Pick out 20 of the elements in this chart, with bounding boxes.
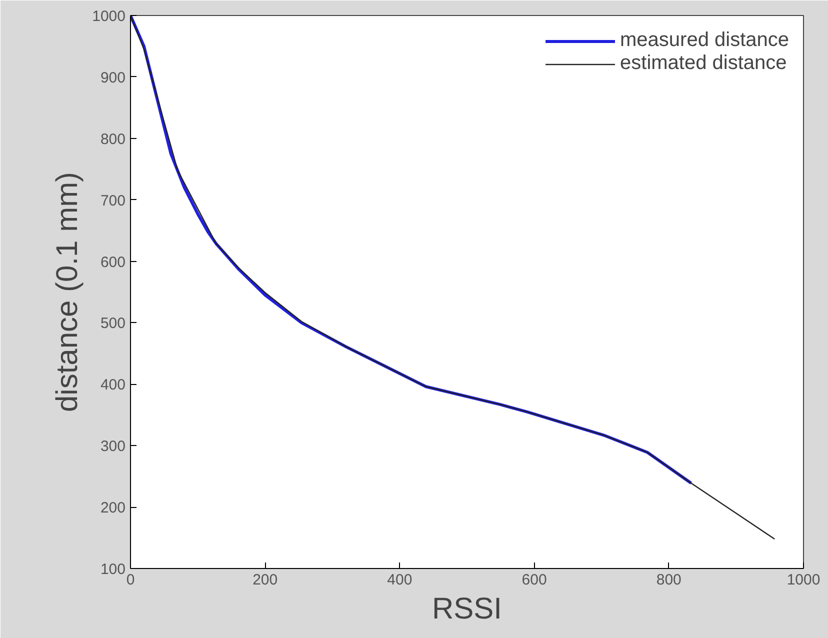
x-tick-label: 600	[522, 572, 547, 588]
y-tick-label: 100	[100, 561, 126, 578]
x-axis-title: RSSI	[432, 592, 502, 626]
y-tick-label: 1000	[92, 8, 126, 25]
x-tick-label: 0	[126, 572, 135, 588]
y-tick-label: 600	[100, 254, 126, 271]
x-tick-label: 800	[656, 572, 682, 588]
x-tick-label: 200	[252, 572, 278, 588]
x-tick-label: 400	[387, 572, 412, 588]
legend-label: estimated distance	[620, 52, 787, 75]
y-axis-title: distance (0.1 mm)	[51, 172, 84, 412]
y-tick-label: 900	[100, 69, 126, 86]
x-tick-label: 1000	[786, 572, 820, 588]
y-tick-label: 400	[100, 376, 126, 394]
legend-label: measured distance	[620, 29, 789, 52]
y-tick-label: 700	[100, 192, 126, 210]
y-tick-label: 300	[100, 438, 126, 456]
y-tick-label: 200	[100, 500, 126, 517]
y-tick-label: 800	[100, 130, 126, 148]
y-tick-label: 500	[100, 315, 126, 332]
